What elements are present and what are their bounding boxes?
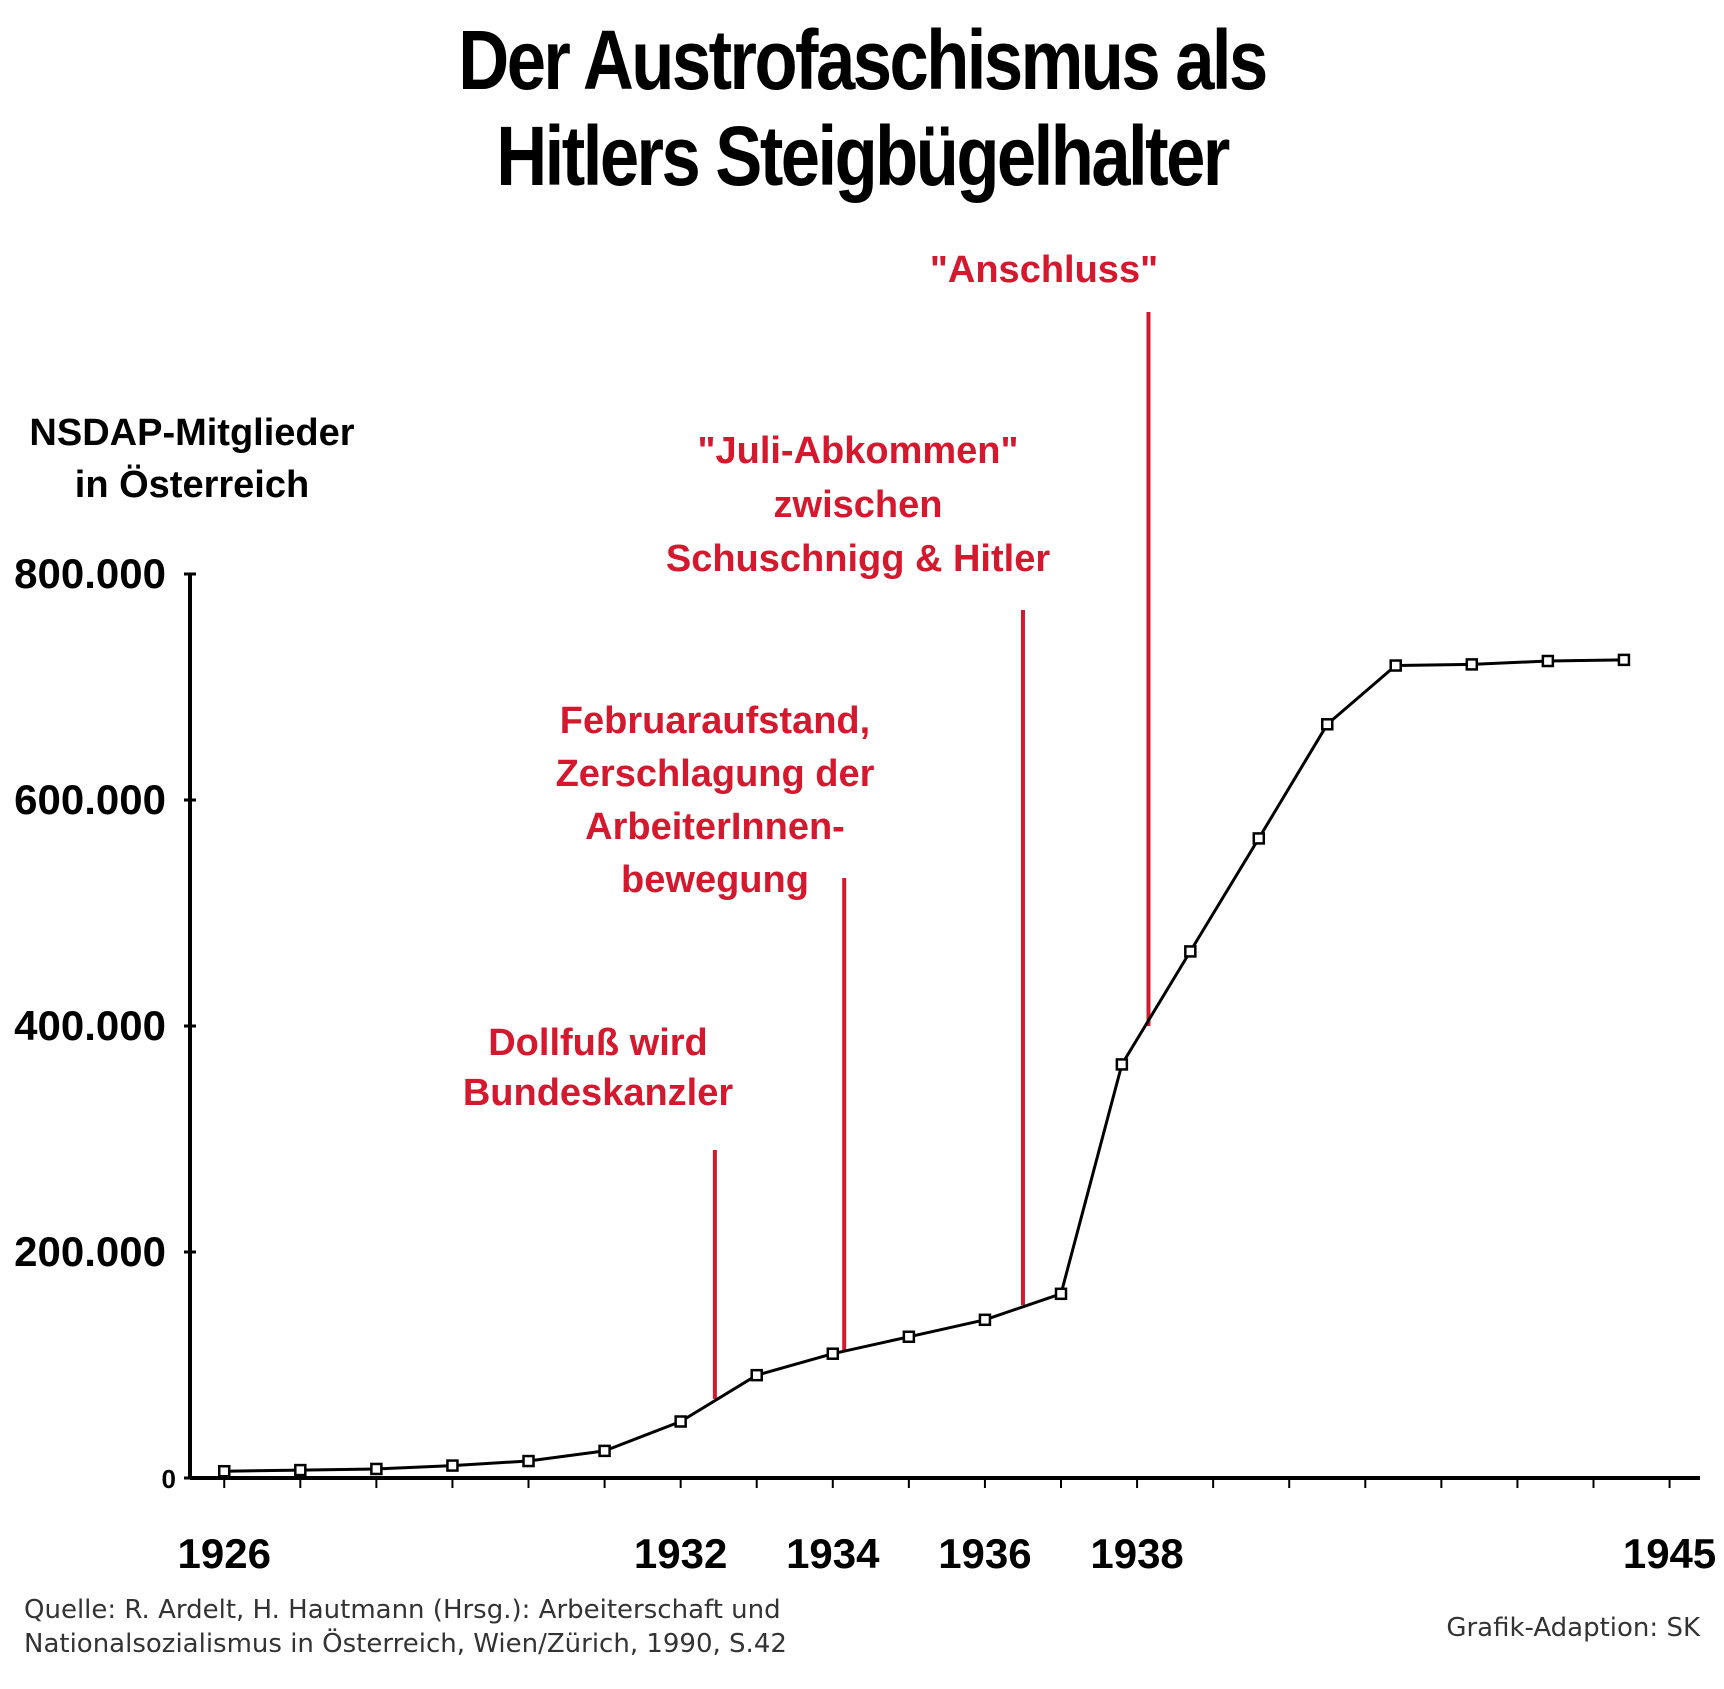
source-line-1: Quelle: R. Ardelt, H. Hautmann (Hrsg.): …: [24, 1595, 781, 1625]
y-tick-label: 200.000: [14, 1228, 166, 1275]
y-tick-label: 600.000: [14, 776, 166, 823]
y-tick-label: 0: [162, 1464, 176, 1494]
chart-title: Der Austrofaschismus als Hitlers Steigbü…: [138, 12, 1586, 204]
source-line-2: Nationalsozialismus in Österreich, Wien/…: [24, 1629, 787, 1659]
data-point: [978, 1313, 992, 1327]
data-point: [1252, 832, 1266, 845]
x-tick-label: 1938: [1090, 1530, 1183, 1577]
data-point: [1321, 718, 1334, 731]
x-tick-label: 1934: [786, 1530, 880, 1577]
x-tick-label: 1945: [1623, 1530, 1716, 1577]
y-axis-title-line: NSDAP-Mitglieder: [29, 412, 354, 454]
y-tick-label: 800.000: [14, 550, 166, 597]
source-citation: Quelle: R. Ardelt, H. Hautmann (Hrsg.): …: [24, 1593, 787, 1661]
data-point: [674, 1415, 687, 1428]
data-point: [750, 1368, 763, 1382]
event-label-line: Schuschnigg & Hitler: [666, 538, 1050, 580]
data-point: [598, 1444, 611, 1458]
data-point: [1115, 1058, 1129, 1071]
data-point: [1389, 659, 1402, 672]
data-point: [370, 1462, 383, 1476]
event-label-line: zwischen: [774, 484, 943, 526]
event-label-line: bewegung: [621, 859, 809, 901]
data-point: [1617, 653, 1631, 667]
event-label-line: Februaraufstand,: [560, 700, 870, 742]
data-point: [1541, 654, 1555, 668]
data-point: [1054, 1287, 1068, 1301]
data-point: [294, 1463, 307, 1477]
data-point: [826, 1347, 840, 1360]
event-label-line: Bundeskanzler: [463, 1072, 734, 1114]
title-line-1: Der Austrofaschismus als: [458, 13, 1268, 107]
graphic-credit: Grafik-Adaption: SK: [1446, 1613, 1700, 1643]
y-axis-title-line: in Österreich: [75, 463, 309, 506]
data-point: [1465, 658, 1479, 671]
data-point: [522, 1454, 535, 1468]
event-label-line: ArbeiterInnen-: [585, 806, 845, 848]
title-line-2: Hitlers Steigbügelhalter: [496, 109, 1230, 203]
series-line: [224, 658, 1624, 1473]
x-tick-label: 1926: [178, 1530, 271, 1577]
event-label-line: Dollfuß wird: [488, 1022, 708, 1064]
event-label-line: "Juli-Abkommen": [697, 430, 1018, 472]
data-point: [446, 1459, 459, 1472]
data-point: [217, 1464, 231, 1478]
data-point: [902, 1330, 916, 1343]
data-point: [1184, 945, 1197, 958]
x-tick-label: 1936: [938, 1530, 1031, 1577]
event-label-line: "Anschluss": [930, 249, 1158, 291]
y-tick-label: 400.000: [14, 1002, 166, 1049]
event-label-line: Zerschlagung der: [556, 753, 875, 795]
x-tick-label: 1932: [634, 1530, 727, 1577]
